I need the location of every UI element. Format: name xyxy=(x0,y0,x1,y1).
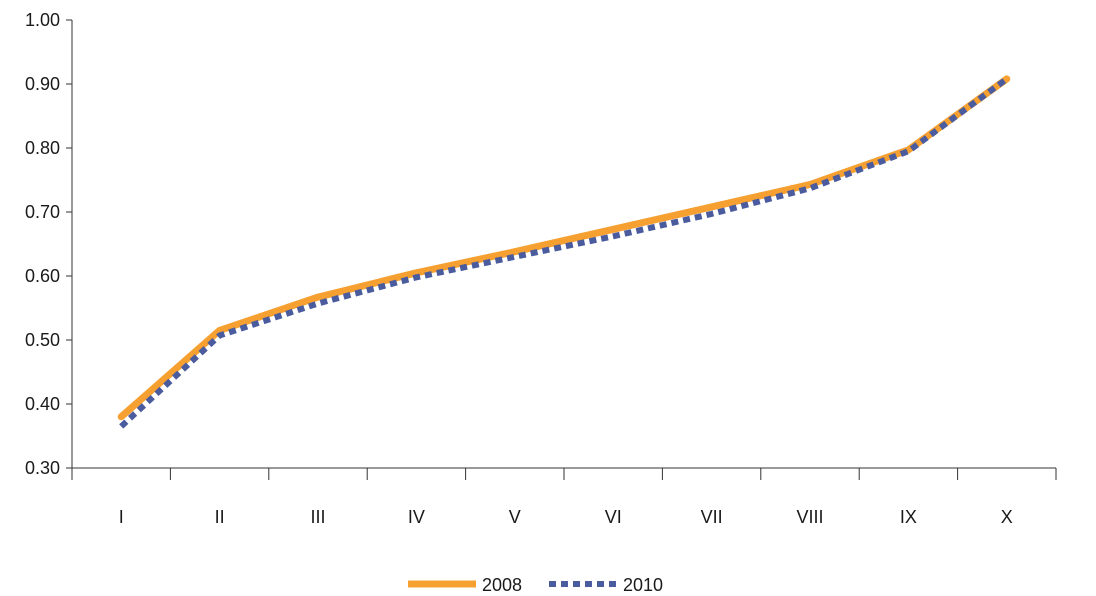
x-tick-label: I xyxy=(119,507,124,527)
y-tick-label: 0.30 xyxy=(25,458,60,478)
x-tick-label: VI xyxy=(605,507,622,527)
series-layer xyxy=(117,75,1011,429)
y-tick-label: 1.00 xyxy=(25,10,60,30)
series-line-2010 xyxy=(119,76,1009,429)
x-tick-label: VIII xyxy=(796,507,823,527)
x-tick-label: X xyxy=(1001,507,1013,527)
legend: 2008 2010 xyxy=(408,575,663,595)
y-axis: 0.30 0.40 0.50 0.60 0.70 0.80 0.90 1.00 xyxy=(25,10,73,478)
x-tick-label: II xyxy=(215,507,225,527)
y-tick-label: 0.70 xyxy=(25,202,60,222)
x-tick-label: IX xyxy=(900,507,917,527)
legend-label-2008: 2008 xyxy=(482,575,522,595)
series-line-2008 xyxy=(117,75,1011,421)
x-tick-label: VII xyxy=(701,507,723,527)
y-tick-label: 0.90 xyxy=(25,74,60,94)
y-tick-label: 0.80 xyxy=(25,138,60,158)
y-tick-label: 0.40 xyxy=(25,394,60,414)
x-tick-label: V xyxy=(509,507,521,527)
y-tick-label: 0.60 xyxy=(25,266,60,286)
x-tick-label: IV xyxy=(408,507,425,527)
x-axis: I II III IV V VI VII VIII IX X xyxy=(71,467,1057,527)
x-tick-label: III xyxy=(310,507,325,527)
legend-label-2010: 2010 xyxy=(623,575,663,595)
legend-item-2008: 2008 xyxy=(408,575,522,595)
legend-item-2010: 2010 xyxy=(549,575,663,595)
y-tick-label: 0.50 xyxy=(25,330,60,350)
